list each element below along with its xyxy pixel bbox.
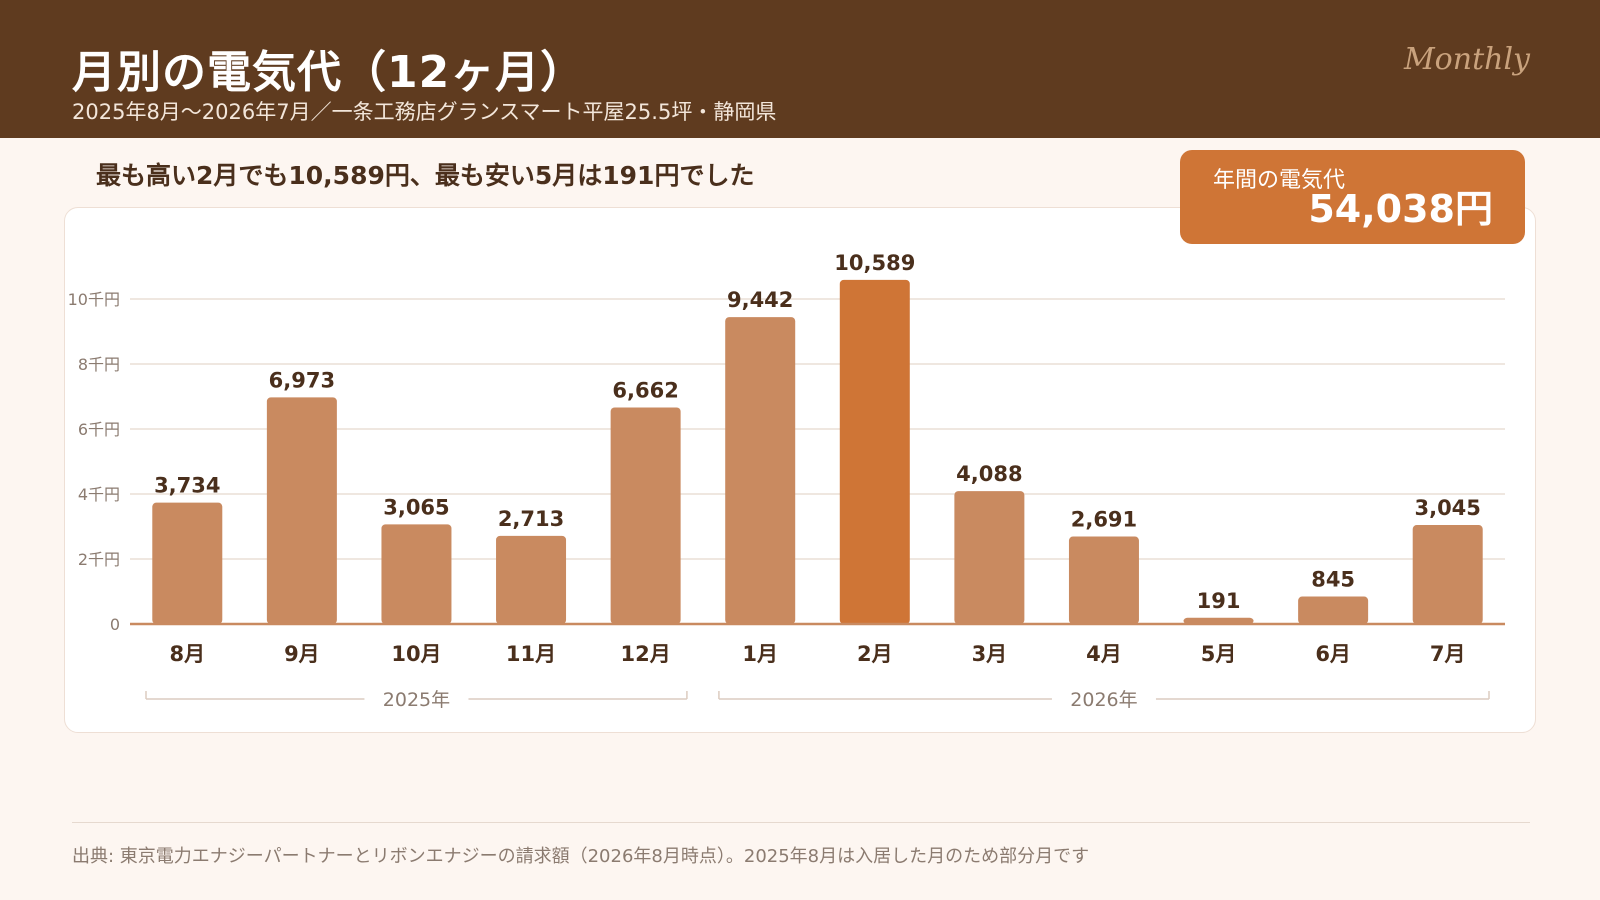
bar [954, 491, 1025, 624]
bar-value-label: 6,973 [269, 368, 335, 392]
bar-value-label: 3,045 [1414, 496, 1480, 520]
x-tick-label: 6月 [1315, 642, 1351, 666]
bar-value-label: 4,088 [956, 462, 1022, 486]
bar [1068, 536, 1139, 624]
year-group-label: 2025年 [383, 689, 450, 711]
bar [839, 279, 910, 624]
year-group-label: 2026年 [1070, 689, 1137, 711]
x-tick-label: 7月 [1430, 642, 1466, 666]
annual-total-value: 54,038円 [1308, 187, 1493, 231]
y-tick-label: 0 [110, 615, 120, 634]
x-tick-label: 11月 [506, 642, 556, 666]
x-tick-label: 10月 [391, 642, 441, 666]
bar [1298, 596, 1369, 624]
footer-divider [72, 822, 1530, 823]
bar [266, 397, 337, 624]
bar [1412, 525, 1483, 624]
chart-headline: 最も高い2月でも10,589円、最も安い5月は191円でした [96, 161, 755, 190]
bar-value-label: 191 [1197, 589, 1241, 613]
bar-value-label: 2,713 [498, 507, 564, 531]
source-note: 出典: 東京電力エナジーパートナーとリボンエナジーの請求額（2026年8月時点）… [72, 846, 1090, 867]
bar-value-label: 6,662 [612, 378, 678, 402]
annual-total-box: 年間の電気代 54,038円 [1180, 150, 1525, 244]
x-tick-label: 4月 [1086, 642, 1122, 666]
x-tick-label: 2月 [857, 642, 893, 666]
bar-value-label: 3,734 [154, 474, 220, 498]
x-tick-label: 9月 [284, 642, 320, 666]
page-subtitle: 2025年8月〜2026年7月／一条工務店グランスマート平屋25.5坪・静岡県 [72, 100, 777, 124]
bar [496, 535, 567, 624]
bar [725, 317, 796, 624]
bar [610, 407, 681, 624]
bar [381, 524, 452, 624]
bar-value-label: 845 [1311, 568, 1355, 592]
x-tick-label: 8月 [169, 642, 205, 666]
x-tick-label: 5月 [1201, 642, 1237, 666]
x-tick-label: 12月 [621, 642, 671, 666]
y-tick-label: 10千円 [68, 290, 120, 309]
bar-value-label: 10,589 [834, 251, 915, 275]
bar [1183, 617, 1254, 624]
bar-value-label: 3,065 [383, 495, 449, 519]
page-title: 月別の電気代（12ヶ月） [72, 47, 586, 98]
bar-value-label: 2,691 [1071, 508, 1137, 532]
x-tick-label: 1月 [742, 642, 778, 666]
y-tick-label: 8千円 [78, 355, 120, 374]
bar [152, 502, 223, 624]
annual-total-label: 年間の電気代 [1213, 168, 1346, 193]
y-tick-label: 4千円 [78, 485, 120, 504]
monthly-tag: Monthly [1403, 42, 1530, 77]
header-bar: 月別の電気代（12ヶ月） 2025年8月〜2026年7月／一条工務店グランスマー… [0, 0, 1600, 138]
y-tick-label: 6千円 [78, 420, 120, 439]
x-tick-label: 3月 [972, 642, 1008, 666]
bar-value-label: 9,442 [727, 288, 793, 312]
y-tick-label: 2千円 [78, 550, 120, 569]
